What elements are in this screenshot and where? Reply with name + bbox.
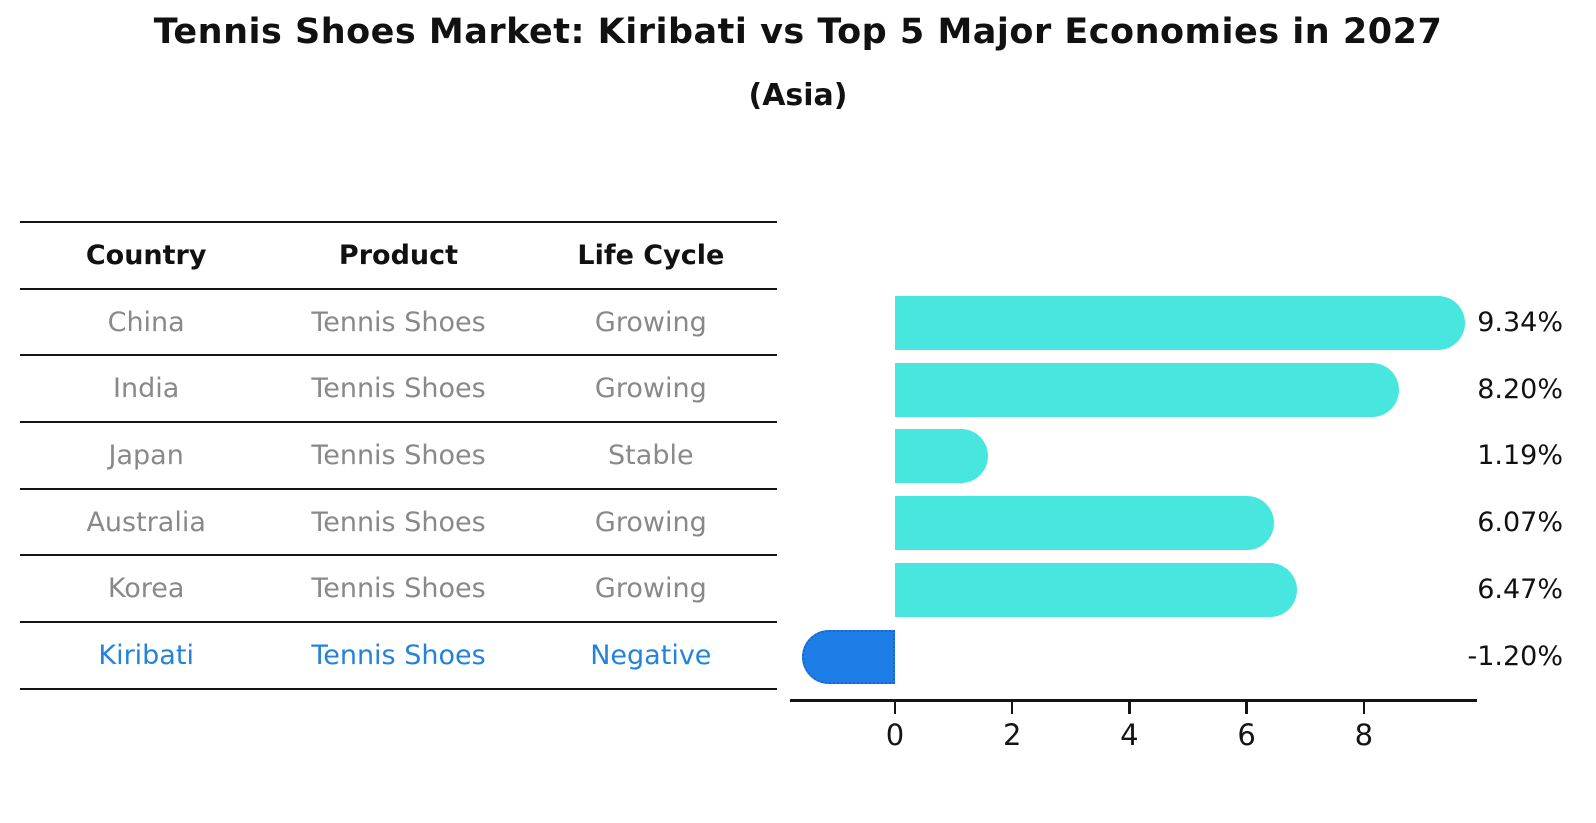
table-row: Australia Tennis Shoes Growing	[20, 490, 777, 557]
x-tick-label: 6	[1237, 718, 1256, 752]
table-cell-product: Tennis Shoes	[311, 306, 486, 338]
x-tick-label: 0	[885, 718, 905, 752]
bar-value-label: 8.20%	[1477, 373, 1563, 405]
table-cell-life-cycle: Growing	[594, 506, 707, 538]
bar-value-label: 1.19%	[1477, 440, 1563, 472]
table-cell-country: Japan	[108, 439, 184, 471]
table-cell-life-cycle: Negative	[590, 639, 712, 671]
x-tick	[1010, 702, 1014, 714]
x-tick-label: 4	[1120, 718, 1139, 752]
chart-bar-australia	[895, 496, 1274, 551]
chart-bar-japan	[895, 429, 988, 484]
table-row: Japan Tennis Shoes Stable	[20, 423, 777, 490]
table-cell-country: Kiribati	[98, 639, 194, 671]
chart-bar-korea	[895, 562, 1298, 617]
table-header-cell: Product	[338, 239, 459, 271]
country-table: Country Product Life Cycle China Tennis Shoe…	[20, 221, 777, 690]
table-cell-country: India	[113, 373, 180, 405]
chart-subtitle: (Asia)	[748, 78, 848, 113]
table-cell-life-cycle: Stable	[608, 439, 694, 471]
table-header-cell: Country	[85, 239, 207, 271]
bar-value-label: 6.47%	[1477, 573, 1563, 605]
bar-value-label: 9.34%	[1477, 307, 1563, 338]
x-axis-line	[790, 699, 1477, 702]
x-tick	[1128, 702, 1131, 714]
table-cell-product: Tennis Shoes	[311, 506, 486, 538]
chart-title: Tennis Shoes Market: Kiribati vs Top 5 M…	[153, 12, 1443, 52]
table-cell-product: Tennis Shoes	[311, 373, 486, 405]
table-row: Kiribati Tennis Shoes Negative	[20, 623, 777, 690]
chart-bar-india	[895, 362, 1399, 417]
table-cell-country: China	[107, 306, 185, 338]
chart-bar-china	[895, 296, 1466, 350]
x-tick-label: 2	[1002, 718, 1022, 752]
x-tick-label: 8	[1354, 718, 1374, 752]
table-cell-product: Tennis Shoes	[311, 573, 486, 605]
x-tick	[1245, 702, 1248, 714]
table-row: India Tennis Shoes Growing	[20, 356, 777, 424]
table-cell-country: Korea	[107, 573, 185, 605]
table-cell-life-cycle: Growing	[594, 373, 707, 405]
bar-value-label: -1.20%	[1467, 640, 1563, 672]
table-cell-life-cycle: Growing	[594, 573, 707, 605]
table-row: Korea Tennis Shoes Growing	[20, 556, 777, 624]
table-cell-product: Tennis Shoes	[311, 639, 486, 671]
bar-value-label: 6.07%	[1477, 507, 1563, 539]
table-cell-life-cycle: Growing	[594, 306, 707, 338]
x-tick	[1362, 702, 1366, 714]
table-header-row: Country Product Life Cycle	[20, 223, 777, 290]
table-cell-country: Australia	[86, 506, 206, 538]
table-cell-product: Tennis Shoes	[311, 439, 486, 471]
table-header-cell: Life Cycle	[577, 239, 725, 271]
x-tick	[893, 702, 897, 714]
chart-bar-kiribati	[801, 629, 895, 684]
table-row: China Tennis Shoes Growing	[20, 290, 777, 357]
